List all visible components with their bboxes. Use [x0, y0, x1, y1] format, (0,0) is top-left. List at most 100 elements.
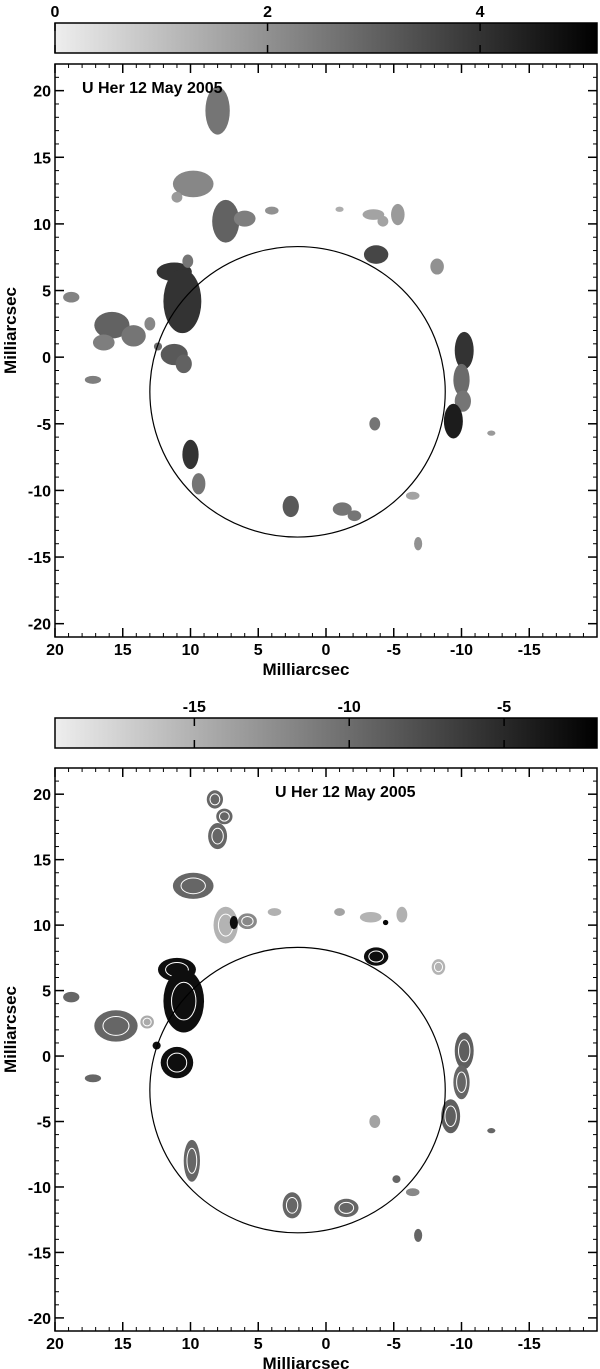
maser-spot — [414, 537, 423, 551]
maser-spot — [363, 947, 389, 966]
maser-spot — [213, 906, 238, 944]
maser-spot — [208, 822, 228, 850]
contour — [209, 793, 221, 806]
colorbar-tick-label: -15 — [183, 699, 206, 716]
x-tick-label: 0 — [322, 1336, 331, 1353]
maser-spot — [121, 325, 146, 347]
maser-spot — [377, 215, 389, 227]
x-tick-label: -10 — [450, 1336, 473, 1353]
contour — [338, 1201, 355, 1214]
maser-spot — [334, 1198, 359, 1218]
y-tick-label: -5 — [37, 1115, 51, 1132]
contour — [211, 827, 224, 845]
y-tick-label: 20 — [33, 84, 51, 101]
maser-spot — [396, 906, 408, 923]
maser-spot — [233, 210, 256, 227]
contour — [458, 1039, 471, 1063]
maser-spot — [229, 915, 238, 930]
plot-content — [63, 790, 496, 1242]
y-tick-label: -5 — [37, 417, 51, 434]
maser-spot — [443, 403, 463, 439]
maser-spot — [175, 354, 192, 374]
x-axis-label: Milliarcsec — [263, 660, 350, 679]
maser-spot — [405, 491, 420, 500]
maser-spot — [63, 291, 80, 303]
maser-spot — [454, 331, 474, 370]
colorbar — [54, 22, 598, 54]
contour — [368, 950, 384, 963]
fitted-ring — [149, 245, 446, 538]
maser-spot — [63, 991, 80, 1003]
contour — [444, 1105, 457, 1127]
x-tick-label: 5 — [254, 1336, 263, 1353]
y-tick-label: 10 — [33, 217, 51, 234]
y-tick-label: 10 — [33, 918, 51, 935]
maser-spot — [347, 510, 362, 522]
maser-spot — [487, 430, 496, 436]
maser-spot — [392, 1175, 401, 1184]
plot-frame — [54, 63, 598, 638]
maser-spot — [206, 790, 224, 809]
y-tick-label: 5 — [42, 984, 51, 1001]
maser-spot — [441, 1099, 461, 1134]
contour — [142, 1017, 152, 1027]
maser-spot — [172, 872, 214, 899]
plot-content — [63, 86, 496, 551]
maser-spot — [160, 1046, 194, 1079]
x-tick-label: 20 — [46, 642, 64, 659]
maser-spot — [84, 375, 102, 384]
y-tick-label: 15 — [33, 853, 51, 870]
maser-spot — [454, 390, 471, 412]
contour — [433, 961, 444, 973]
y-tick-label: -15 — [28, 1245, 51, 1262]
maser-spot — [487, 1128, 496, 1134]
contour — [166, 1052, 188, 1073]
colorbar-tick-label: -5 — [497, 699, 511, 716]
x-tick-label: 10 — [182, 1336, 200, 1353]
maser-spot — [453, 363, 470, 396]
x-tick-label: 10 — [182, 642, 200, 659]
maser-spot — [430, 258, 444, 275]
maser-spot — [183, 1139, 200, 1182]
y-tick-label: 0 — [42, 1049, 51, 1066]
contour — [218, 811, 230, 822]
x-tick-label: 15 — [114, 1336, 132, 1353]
maser-spot — [265, 206, 279, 215]
plot-title: U Her 12 May 2005 — [275, 784, 416, 801]
fitted-ring — [149, 946, 446, 1234]
maser-spot — [94, 1010, 138, 1042]
maser-spot — [144, 317, 156, 331]
x-tick-label: -5 — [387, 1336, 401, 1353]
colorbar-tick-label: 2 — [263, 4, 272, 21]
contour — [241, 915, 254, 927]
maser-spot — [205, 86, 230, 135]
contour — [102, 1016, 130, 1036]
maser-spot — [237, 913, 257, 930]
maser-spot — [405, 1188, 420, 1197]
maser-spot — [362, 209, 385, 220]
maser-spot — [369, 417, 381, 431]
x-tick-label: 20 — [46, 1336, 64, 1353]
maser-spot — [369, 1114, 381, 1129]
panel-2: -15 -10 -5 20 15 10 5 0 -5 -10 -15 20 15 10 5 0 -5 -10 -15… — [1, 699, 598, 1369]
maser-spot — [334, 908, 345, 916]
maser-spot — [359, 912, 382, 923]
y-tick-label: -15 — [28, 550, 51, 567]
colorbar-tick-label: 4 — [476, 4, 485, 21]
maser-spot — [140, 1015, 154, 1029]
plot-frame — [54, 767, 598, 1332]
maser-spot — [391, 203, 405, 226]
panel-1: 0 2 4 20 15 10 5 0 -5 -10 -15 20 15 10 5 0 -5 -10 -15 -20 Mi… — [1, 4, 598, 679]
contour — [186, 1147, 198, 1174]
maser-spot — [332, 502, 352, 516]
maser-spot — [212, 199, 240, 243]
plot-title: U Her 12 May 2005 — [82, 80, 223, 97]
maser-spot — [171, 191, 183, 203]
maser-spot — [182, 254, 194, 268]
contour — [171, 981, 197, 1021]
colorbar-tick-label: -10 — [338, 699, 361, 716]
colorbar-tick-label: 0 — [51, 4, 60, 21]
maser-spot — [414, 1228, 423, 1242]
y-axis-label: Milliarcsec — [1, 287, 20, 374]
